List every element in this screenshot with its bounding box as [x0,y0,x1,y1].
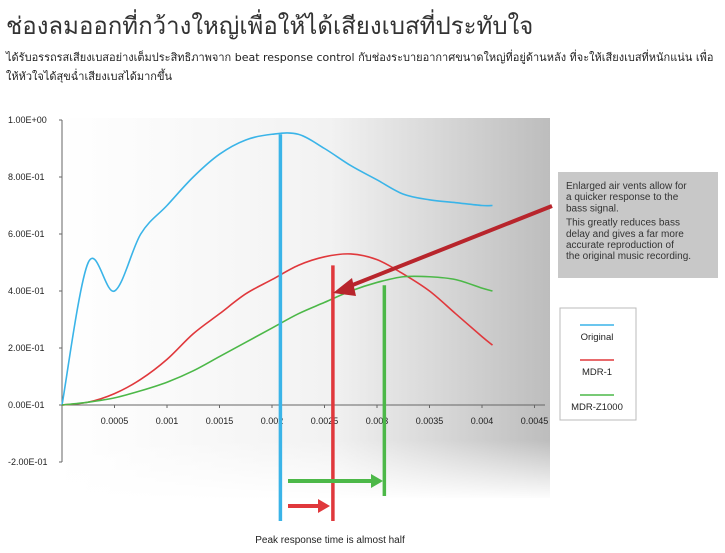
x-tick-label: 0.0025 [311,416,339,426]
annotation-arrow-shaft [344,204,553,290]
legend-box [559,307,637,421]
annotation-line: Enlarged air vents allow for [566,181,687,192]
legend-label-mdr-z1000: MDR-Z1000 [571,402,623,413]
annotation-line: a quicker response to the [566,192,679,203]
legend-label-mdr-1: MDR-1 [582,367,612,378]
x-tick-label: 0.0015 [206,416,234,426]
annotation-line: accurate reproduction of [566,240,674,251]
annotation-line: bass signal. [566,203,619,214]
x-tick-label: 0.001 [156,416,179,426]
annotation-line: This greatly reduces bass [566,218,680,229]
y-tick-labels: 1.00E+00 8.00E-01 6.00E-01 4.00E-01 2.00E-01… [8,115,48,467]
y-tick-label: 2.00E-01 [8,343,45,353]
mdrz1000-delay-arrow-head [371,474,383,488]
annotation-arrow-head [333,278,356,296]
series-line-mdr-1 [61,253,494,406]
y-tick-label: 4.00E-01 [8,286,45,296]
x-tick-label: 0.002 [261,416,284,426]
page-description: ได้รับอรรถรสเสียงเบสอย่างเต็มประสิทธิภาพ… [6,51,714,83]
y-tick-label: 1.00E+00 [8,115,47,125]
x-tick-label: 0.004 [471,416,494,426]
chart-caption: Peak response time is almost half [255,535,405,546]
x-tick-label: 0.003 [366,416,389,426]
y-tick-label: -2.00E-01 [8,457,48,467]
annotation-line: delay and gives a far more [566,229,684,240]
annotation-line: the original music recording. [566,251,691,262]
series-line-mdr-z1000 [61,275,493,406]
peak-markers [278,134,387,521]
x-tick-label: 0.0035 [416,416,444,426]
y-tick-label: 6.00E-01 [8,229,45,239]
series-line-original [61,132,493,406]
x-tick-label: 0.0005 [101,416,129,426]
annotation-box [558,172,718,278]
plot-fade [60,440,550,500]
series-lines [61,132,494,406]
page-heading: ช่องลมออกที่กว้างใหญ่เพื่อให้ได้เสียงเบส… [6,12,534,40]
legend: Original MDR-1 MDR-Z1000 [571,324,623,413]
legend-label-original: Original [581,332,614,343]
y-tick-label: 8.00E-01 [8,172,45,182]
y-tick-label: 0.00E-01 [8,400,45,410]
mdr1-delay-arrow-head [318,499,330,513]
x-tick-labels: 0.0005 0.001 0.0015 0.002 0.0025 0.003 0.0035 0… [101,416,549,426]
x-tick-label: 0.0045 [521,416,549,426]
plot-background [60,118,550,498]
